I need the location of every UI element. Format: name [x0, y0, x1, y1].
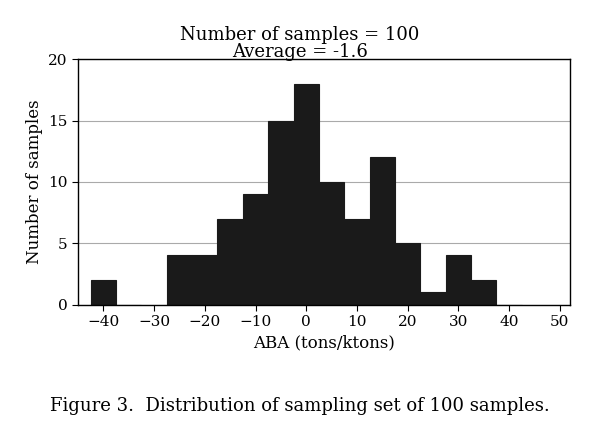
Text: Number of samples = 100: Number of samples = 100: [181, 26, 419, 44]
X-axis label: ABA (tons/ktons): ABA (tons/ktons): [253, 335, 395, 352]
Bar: [268, 121, 293, 305]
Bar: [91, 280, 116, 305]
Y-axis label: Number of samples: Number of samples: [26, 99, 43, 264]
Bar: [446, 255, 471, 305]
Bar: [293, 84, 319, 305]
Bar: [192, 255, 217, 305]
Bar: [167, 255, 192, 305]
Text: Average = -1.6: Average = -1.6: [232, 43, 368, 61]
Bar: [471, 280, 496, 305]
Bar: [370, 157, 395, 305]
Bar: [344, 219, 370, 305]
Text: Figure 3.  Distribution of sampling set of 100 samples.: Figure 3. Distribution of sampling set o…: [50, 396, 550, 415]
Bar: [395, 243, 421, 305]
Bar: [421, 292, 446, 305]
Bar: [319, 182, 344, 305]
Bar: [243, 194, 268, 305]
Bar: [217, 219, 243, 305]
